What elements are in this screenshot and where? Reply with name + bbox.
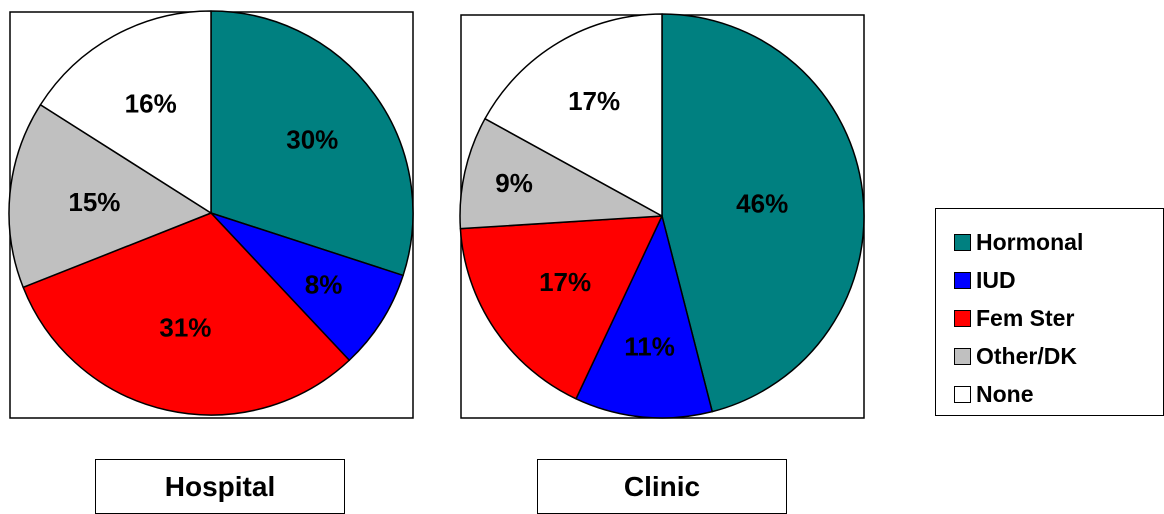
hospital-label-iud: 8% (305, 269, 343, 299)
clinic-slice-fem-ster (459, 215, 663, 400)
clinic-slice-hormonal (661, 13, 865, 413)
clinic-label-hormonal: 46% (736, 188, 788, 218)
clinic-slice-other-dk (459, 117, 663, 230)
legend-label-none: None (976, 380, 1034, 407)
legend-label-hormonal: Hormonal (976, 228, 1084, 255)
legend-item-other-dk: Other/DK (954, 337, 1163, 375)
legend-swatch-hormonal (954, 233, 971, 251)
legend-item-hormonal: Hormonal (954, 223, 1163, 261)
legend-swatch-other-dk (954, 347, 971, 365)
clinic-slice-iud (575, 215, 713, 419)
clinic-pie: 46% 11% 17% 9% 17% (459, 13, 865, 419)
hospital-label-fem-ster: 31% (159, 312, 211, 342)
legend-item-iud: IUD (954, 261, 1163, 299)
legend: Hormonal IUD Fem Ster Other/DK None (935, 208, 1164, 416)
hospital-caption: Hospital (95, 459, 345, 514)
legend-item-none: None (954, 375, 1163, 413)
hospital-slice-none (39, 10, 212, 214)
hospital-slice-fem-ster (22, 212, 351, 416)
legend-swatch-none (954, 385, 971, 403)
hospital-pie: 30% 8% 31% 15% 16% (8, 10, 414, 416)
clinic-label-other-dk: 9% (495, 168, 533, 198)
legend-item-fem-ster: Fem Ster (954, 299, 1163, 337)
hospital-label-other-dk: 15% (68, 187, 120, 217)
hospital-slice-other-dk (8, 104, 212, 289)
legend-label-iud: IUD (976, 266, 1016, 293)
hospital-label-none: 16% (125, 88, 177, 118)
clinic-caption: Clinic (537, 459, 787, 514)
clinic-label-none: 17% (568, 86, 620, 116)
legend-swatch-iud (954, 271, 971, 289)
clinic-label-fem-ster: 17% (539, 267, 591, 297)
hospital-slice-iud (210, 212, 404, 361)
legend-swatch-fem-ster (954, 309, 971, 327)
clinic-label-iud: 11% (624, 332, 675, 362)
legend-label-fem-ster: Fem Ster (976, 304, 1075, 331)
clinic-slice-none (484, 13, 663, 217)
hospital-label-hormonal: 30% (286, 124, 338, 154)
legend-label-other-dk: Other/DK (976, 342, 1077, 369)
hospital-slice-hormonal (210, 10, 414, 277)
